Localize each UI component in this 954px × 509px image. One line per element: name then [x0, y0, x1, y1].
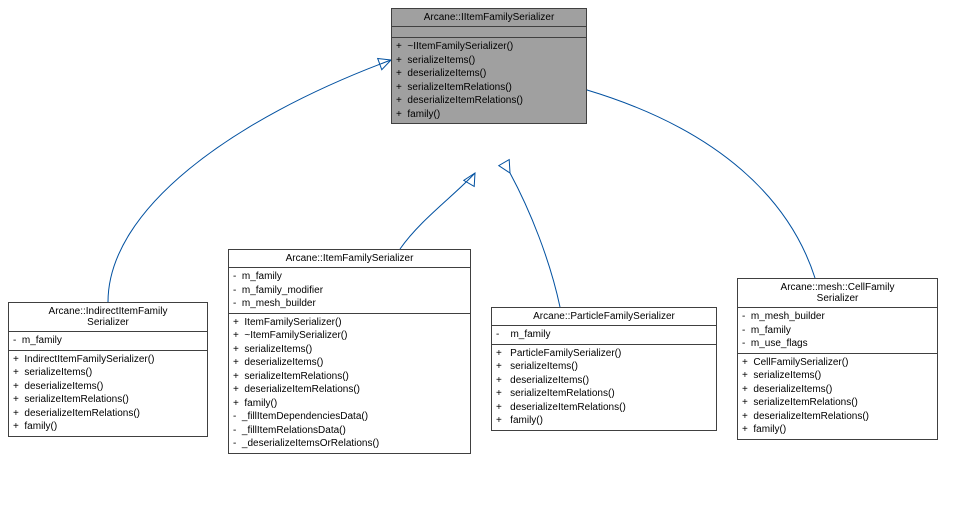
class-op: + family() — [742, 423, 933, 437]
class-op: - _deserializeItemsOrRelations() — [233, 437, 466, 451]
class-attrs — [392, 27, 586, 38]
class-attrs: - m_family — [9, 332, 207, 351]
arrowhead-icon — [464, 170, 480, 186]
class-op: + serializeItemRelations() — [742, 396, 933, 410]
class-op: + serializeItemRelations() — [496, 387, 712, 401]
class-title: Arcane::ParticleFamilySerializer — [492, 308, 716, 326]
class-op: + CellFamilySerializer() — [742, 356, 933, 370]
inheritance-edge — [587, 90, 815, 278]
class-attrs: - m_family- m_family_modifier- m_mesh_bu… — [229, 268, 470, 314]
arrowhead-icon — [499, 160, 515, 176]
class-op: + deserializeItems() — [396, 67, 582, 81]
class-op: + deserializeItems() — [233, 356, 466, 370]
class-attr: - m_mesh_builder — [742, 310, 933, 324]
class-attrs: - m_family — [492, 326, 716, 345]
class-attr: - m_family — [742, 324, 933, 338]
class-op: + serializeItemRelations() — [396, 81, 582, 95]
class-op: - _fillItemRelationsData() — [233, 424, 466, 438]
class-op: + serializeItems() — [13, 366, 203, 380]
class-attr: - m_use_flags — [742, 337, 933, 351]
class-op: + serializeItems() — [233, 343, 466, 357]
class-ops: + ~IItemFamilySerializer()+ serializeIte… — [392, 38, 586, 123]
class-op: + ~ItemFamilySerializer() — [233, 329, 466, 343]
class-op: + deserializeItemRelations() — [233, 383, 466, 397]
class-box-indirect: Arcane::IndirectItemFamilySerializer- m_… — [8, 302, 208, 437]
class-op: + family() — [13, 420, 203, 434]
class-attr: - m_mesh_builder — [233, 297, 466, 311]
class-box-base: Arcane::IItemFamilySerializer+ ~IItemFam… — [391, 8, 587, 124]
class-box-cell: Arcane::mesh::CellFamilySerializer- m_me… — [737, 278, 938, 440]
class-ops: + ParticleFamilySerializer()+ serializeI… — [492, 345, 716, 430]
class-op: + serializeItemRelations() — [13, 393, 203, 407]
class-ops: + IndirectItemFamilySerializer()+ serial… — [9, 351, 207, 436]
class-op: + deserializeItemRelations() — [396, 94, 582, 108]
class-op: + family() — [233, 397, 466, 411]
class-op: - _fillItemDependenciesData() — [233, 410, 466, 424]
class-op: + deserializeItemRelations() — [13, 407, 203, 421]
class-box-particle: Arcane::ParticleFamilySerializer- m_fami… — [491, 307, 717, 431]
class-op: + serializeItemRelations() — [233, 370, 466, 384]
inheritance-edge — [510, 173, 560, 307]
class-op: + serializeItems() — [496, 360, 712, 374]
class-op: + ~IItemFamilySerializer() — [396, 40, 582, 54]
class-attr: - m_family — [496, 328, 712, 342]
class-ops: + ItemFamilySerializer()+ ~ItemFamilySer… — [229, 314, 470, 453]
class-title: Arcane::ItemFamilySerializer — [229, 250, 470, 268]
class-box-itemfam: Arcane::ItemFamilySerializer- m_family- … — [228, 249, 471, 454]
class-op: + ParticleFamilySerializer() — [496, 347, 712, 361]
class-op: + serializeItems() — [742, 369, 933, 383]
class-op: + deserializeItems() — [13, 380, 203, 394]
class-attrs: - m_mesh_builder- m_family- m_use_flags — [738, 308, 937, 354]
class-ops: + CellFamilySerializer()+ serializeItems… — [738, 354, 937, 439]
class-op: + deserializeItemRelations() — [742, 410, 933, 424]
class-title: Arcane::mesh::CellFamilySerializer — [738, 279, 937, 308]
class-op: + deserializeItems() — [742, 383, 933, 397]
class-op: + family() — [496, 414, 712, 428]
inheritance-edge — [400, 173, 475, 249]
class-op: + ItemFamilySerializer() — [233, 316, 466, 330]
class-op: + deserializeItemRelations() — [496, 401, 712, 415]
class-op: + deserializeItems() — [496, 374, 712, 388]
class-attr: - m_family — [13, 334, 203, 348]
class-op: + serializeItems() — [396, 54, 582, 68]
class-title: Arcane::IItemFamilySerializer — [392, 9, 586, 27]
class-op: + family() — [396, 108, 582, 122]
class-op: + IndirectItemFamilySerializer() — [13, 353, 203, 367]
class-attr: - m_family_modifier — [233, 284, 466, 298]
class-attr: - m_family — [233, 270, 466, 284]
class-title: Arcane::IndirectItemFamilySerializer — [9, 303, 207, 332]
